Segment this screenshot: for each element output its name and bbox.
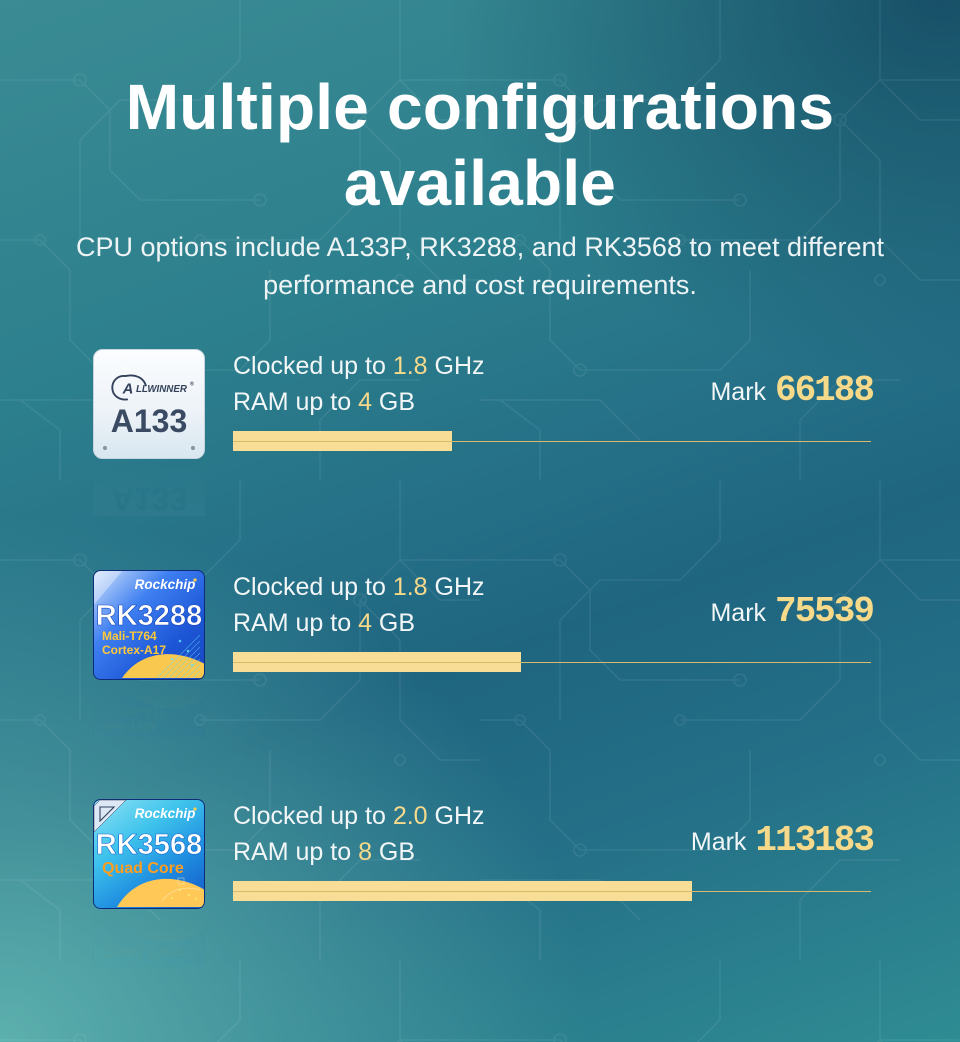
svg-text:®: ® bbox=[190, 380, 194, 387]
svg-text:LLWINNER: LLWINNER bbox=[136, 384, 187, 395]
svg-text:Cortex-A17: Cortex-A17 bbox=[102, 643, 166, 657]
svg-text:RK3568: RK3568 bbox=[96, 829, 202, 861]
svg-text:Rockchip: Rockchip bbox=[135, 577, 196, 592]
svg-text:RK3288: RK3288 bbox=[96, 600, 202, 632]
svg-text:A: A bbox=[122, 381, 134, 397]
svg-text:Rockchip: Rockchip bbox=[135, 806, 196, 821]
svg-text:Quad Core: Quad Core bbox=[102, 860, 184, 877]
svg-text:A133: A133 bbox=[111, 403, 188, 439]
svg-text:Mali-T764: Mali-T764 bbox=[102, 629, 157, 643]
